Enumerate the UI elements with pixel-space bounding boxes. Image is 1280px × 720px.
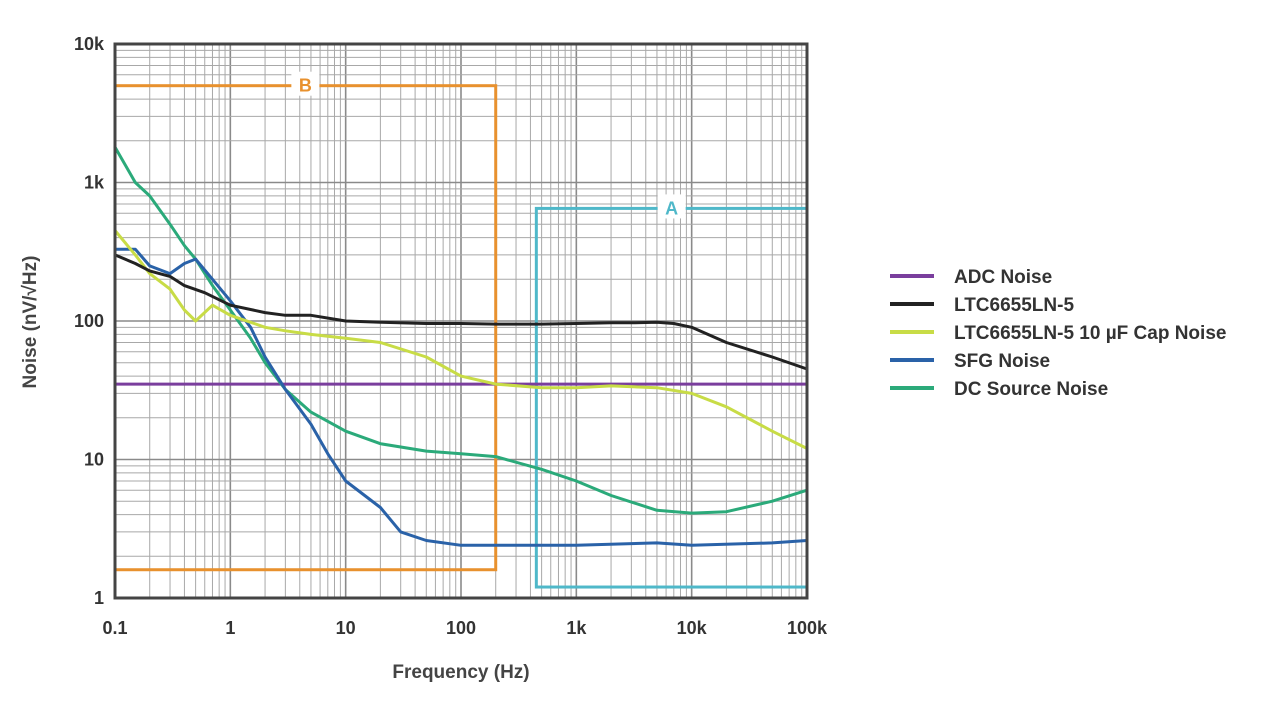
x-tick-labels: 0.1 1 10 100 1k 10k 100k bbox=[102, 618, 828, 638]
region-label-bg bbox=[291, 71, 320, 96]
x-tick-label: 10 bbox=[336, 618, 356, 638]
series-line-sfg-noise bbox=[113, 247, 809, 547]
region-label-b: B bbox=[299, 76, 312, 96]
legend-label: ADC Noise bbox=[954, 267, 1052, 288]
x-axis-title: Frequency (Hz) bbox=[392, 662, 529, 683]
x-tick-label: 1k bbox=[566, 618, 587, 638]
y-tick-label: 100 bbox=[74, 311, 104, 331]
series-line-ltc6655ln-5 bbox=[113, 253, 809, 371]
y-tick-label: 1 bbox=[94, 588, 104, 608]
series-line-ltc6655ln-5-10-f-cap-noise bbox=[113, 229, 809, 450]
series-line-dc-source-noise bbox=[113, 145, 809, 515]
y-tick-label: 10 bbox=[84, 450, 104, 470]
series-lines bbox=[113, 145, 809, 547]
grid bbox=[114, 44, 807, 599]
region-label-a: A bbox=[665, 198, 678, 218]
legend: ADC Noise LTC6655LN-5 LTC6655LN-5 10 µF Ca… bbox=[890, 267, 1226, 400]
x-tick-label: 1 bbox=[225, 618, 235, 638]
plot-frame bbox=[113, 42, 809, 600]
y-tick-label: 1k bbox=[84, 173, 105, 193]
legend-label: LTC6655LN-5 10 µF Cap Noise bbox=[954, 323, 1226, 344]
y-tick-labels: 1 10 100 1k 10k bbox=[74, 34, 105, 608]
x-tick-label: 10k bbox=[677, 618, 708, 638]
x-tick-label: 100k bbox=[787, 618, 828, 638]
legend-label: DC Source Noise bbox=[954, 379, 1108, 400]
legend-label: LTC6655LN-5 bbox=[954, 295, 1074, 316]
legend-label: SFG Noise bbox=[954, 351, 1050, 372]
region-label-bg bbox=[657, 194, 686, 219]
y-axis-title: Noise (nV/√Hz) bbox=[20, 256, 41, 389]
y-tick-label: 10k bbox=[74, 34, 105, 54]
x-tick-label: 0.1 bbox=[102, 618, 127, 638]
x-tick-label: 100 bbox=[446, 618, 476, 638]
